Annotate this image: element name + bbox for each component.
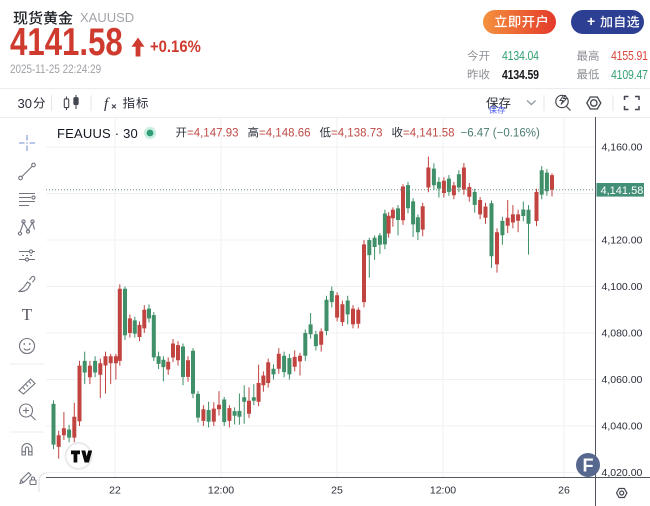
svg-text:12:00: 12:00 [208, 485, 234, 497]
svg-text:4,160.00: 4,160.00 [602, 142, 643, 154]
svg-text:22: 22 [109, 485, 121, 497]
svg-text:4,141.58: 4,141.58 [601, 185, 644, 197]
svg-text:−6.47 (−0.16%): −6.47 (−0.16%) [461, 128, 540, 140]
svg-text:4,100.00: 4,100.00 [602, 281, 643, 293]
svg-text:f: f [104, 96, 110, 112]
svg-text:=4,147.93: =4,147.93 [187, 128, 238, 140]
svg-text:26: 26 [558, 485, 570, 497]
svg-text:T: T [22, 305, 33, 324]
svg-text:25: 25 [331, 485, 343, 497]
svg-text:4,060.00: 4,060.00 [602, 374, 643, 386]
svg-text:12:00: 12:00 [430, 485, 456, 497]
svg-text:4,040.00: 4,040.00 [602, 421, 643, 433]
svg-text:4,120.00: 4,120.00 [602, 235, 643, 247]
svg-text:=4,141.58: =4,141.58 [403, 128, 454, 140]
svg-text:=4,148.66: =4,148.66 [259, 128, 310, 140]
svg-text:4,080.00: 4,080.00 [602, 328, 643, 340]
svg-text:F: F [583, 456, 594, 476]
svg-text:=4,138.73: =4,138.73 [331, 128, 382, 140]
svg-text:4,020.00: 4,020.00 [602, 467, 643, 479]
